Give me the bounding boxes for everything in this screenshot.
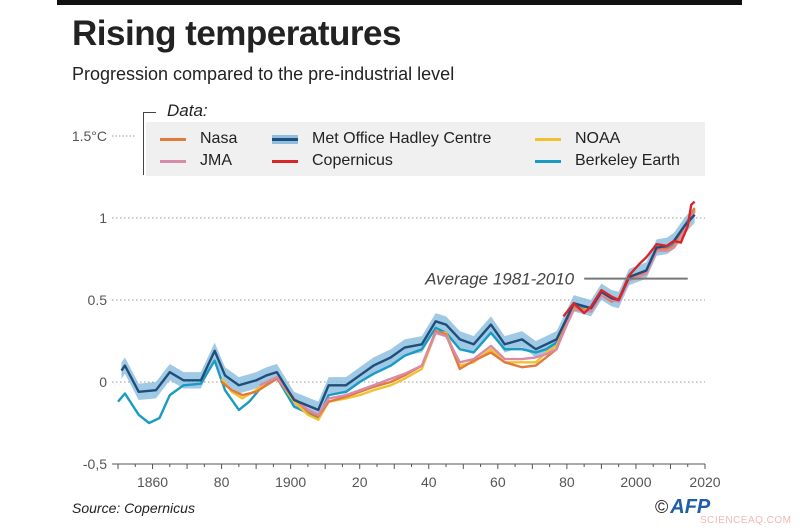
legend-label: Met Office Hadley Centre: [312, 130, 492, 147]
series-line-berkeley-earth: [117, 209, 696, 425]
source-note: Source: Copernicus: [72, 500, 195, 516]
y-tick-label: 1: [99, 210, 107, 226]
x-tick-label: 2020: [689, 474, 720, 490]
top-bar: [57, 0, 742, 5]
legend-item-noaa: NOAA: [535, 130, 620, 148]
legend-item-copernicus: Copernicus: [272, 152, 393, 170]
series-line-nasa: [220, 207, 696, 418]
legend-item-jma: JMA: [160, 152, 232, 170]
x-tick-label: 60: [490, 474, 506, 490]
legend-swatch: [160, 159, 186, 163]
legend-label: JMA: [200, 152, 232, 169]
x-tick-label: 20: [352, 474, 368, 490]
legend-label: Nasa: [200, 130, 238, 147]
watermark: SCIENCEAQ.COM: [700, 515, 792, 526]
chart-title: Rising temperatures: [72, 14, 401, 53]
x-tick-label: 80: [214, 474, 230, 490]
series-line-jma: [259, 210, 696, 416]
average-label: Average 1981-2010: [424, 270, 575, 289]
logo-text: AFP: [670, 496, 711, 518]
legend-bracket: [143, 112, 156, 175]
legend-label: Berkeley Earth: [575, 152, 680, 169]
y-tick-label: 0: [99, 374, 107, 390]
legend-item-berkeley: Berkeley Earth: [535, 152, 680, 170]
legend-item-hadley: Met Office Hadley Centre: [272, 130, 491, 148]
legend-label: Copernicus: [312, 152, 393, 169]
hadley-uncertainty-band: [121, 206, 695, 419]
legend-label: NOAA: [575, 130, 621, 147]
x-tick-label: 80: [559, 474, 575, 490]
x-tick-label: 1900: [275, 474, 306, 490]
x-tick-label: 40: [421, 474, 437, 490]
afp-logo: © AFP: [655, 496, 710, 519]
x-tick-label: 2000: [620, 474, 651, 490]
legend-swatch: [535, 159, 561, 163]
legend: [146, 122, 705, 176]
x-tick-label: 1860: [137, 474, 168, 490]
legend-swatch: [272, 159, 298, 163]
series-line-noaa: [220, 209, 696, 421]
legend-item-nasa: Nasa: [160, 130, 237, 148]
chart-subtitle: Progression compared to the pre-industri…: [72, 64, 455, 84]
legend-title: Data:: [163, 101, 212, 121]
y-tick-label: 0.5: [88, 292, 108, 308]
copyright-symbol: ©: [655, 497, 669, 517]
y-tick-label: -0,5: [83, 456, 107, 472]
series-line-met-office-hadley-centre: [120, 213, 696, 412]
legend-swatch: [535, 137, 561, 141]
series-line-copernicus: [562, 200, 696, 318]
legend-swatch: [160, 137, 186, 141]
y-tick-label: 1.5°C: [72, 128, 107, 144]
legend-swatch: [272, 134, 298, 144]
